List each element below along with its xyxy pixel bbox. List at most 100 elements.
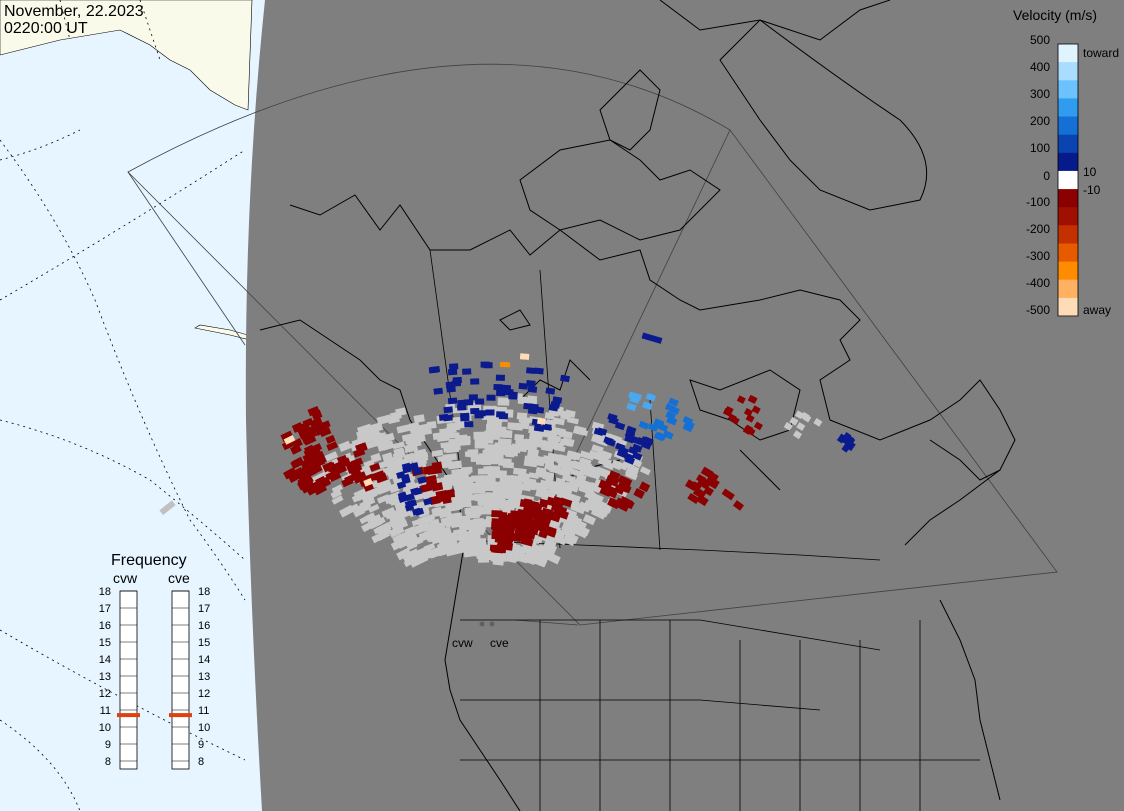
scatter-cell — [316, 478, 329, 489]
scatter-cell — [402, 551, 418, 564]
scatter-cell — [426, 420, 437, 430]
scatter-cell — [412, 467, 422, 476]
scatter-cell — [570, 451, 582, 461]
colorbar-segment — [1058, 279, 1078, 299]
scatter-cell — [411, 429, 425, 438]
scatter-cell — [447, 397, 458, 405]
frequency-scale-right: 17 — [198, 603, 210, 615]
scatter-cell — [460, 414, 470, 422]
scatter-cell — [351, 492, 366, 503]
velocity-tick-label: 400 — [1030, 60, 1050, 74]
scatter-cell — [404, 525, 418, 537]
scatter-cell — [283, 467, 298, 480]
scatter-cell — [751, 405, 761, 415]
scatter-cell — [639, 466, 651, 476]
scatter-cell — [504, 448, 519, 457]
scatter-cell — [476, 410, 486, 417]
scatter-cell — [507, 422, 521, 431]
map-background — [245, 0, 1124, 811]
scatter-cell — [364, 512, 377, 523]
velocity-tick-label: 500 — [1030, 33, 1050, 47]
scatter-cell — [301, 461, 314, 473]
frequency-scale-right: 10 — [198, 722, 210, 734]
scatter-cell — [624, 430, 636, 440]
frequency-marker-cvw — [117, 713, 140, 718]
scatter-cell — [396, 547, 412, 561]
colorbar-segment — [1058, 297, 1078, 317]
scatter-cell — [396, 470, 406, 480]
scatter-cell — [413, 448, 427, 458]
scatter-cell — [403, 556, 419, 568]
scatter-cell — [502, 461, 515, 469]
scatter-cell — [447, 368, 458, 376]
scatter-cell — [550, 426, 566, 437]
scatter-cell — [571, 522, 587, 534]
scatter-cell — [653, 418, 665, 428]
scatter-cell — [470, 378, 480, 385]
scatter-cell — [617, 481, 631, 493]
scatter-cell — [536, 518, 547, 528]
scatter-cell — [605, 474, 620, 487]
scatter-cell — [607, 497, 621, 510]
scatter-cell — [431, 449, 444, 457]
scatter-cell — [397, 491, 408, 500]
scatter-cell — [488, 419, 502, 427]
scatter-cell — [368, 514, 383, 526]
scatter-cell — [394, 531, 410, 545]
scatter-cell — [578, 501, 592, 513]
scatter-cell — [745, 413, 755, 423]
scatter-cell — [300, 481, 315, 494]
scatter-cell — [556, 488, 571, 500]
scatter-cell — [359, 425, 374, 437]
scatter-cell — [330, 465, 342, 476]
scatter-cell — [732, 500, 744, 511]
scatter-cell — [447, 432, 460, 439]
away-label: away — [1083, 303, 1111, 317]
frequency-box-cvw — [119, 590, 138, 770]
alaska-land-outside — [0, 0, 253, 111]
scatter-cell — [303, 447, 315, 458]
frequency-scale-left: 13 — [99, 671, 111, 683]
scatter-cell — [339, 457, 351, 468]
scatter-cell — [449, 512, 463, 522]
colorbar-segment — [1058, 98, 1078, 117]
scatter-cell — [297, 470, 311, 483]
radar-site-cve — [489, 621, 495, 627]
scatter-cell — [617, 501, 630, 512]
scatter-cell — [534, 367, 544, 375]
frequency-box-cve — [171, 590, 190, 770]
scatter-cell — [668, 397, 679, 407]
scatter-cell — [458, 544, 471, 552]
scatter-cell — [314, 450, 325, 461]
scatter-cell — [558, 480, 570, 490]
scatter-cell — [597, 501, 612, 514]
scatter-cell — [403, 443, 419, 454]
scatter-cell — [748, 395, 758, 404]
scatter-cell — [596, 427, 608, 436]
scatter-cell — [607, 433, 620, 443]
scatter-cell — [469, 532, 480, 541]
freq-station-cve: cve — [168, 570, 190, 586]
scatter-cell — [459, 515, 471, 523]
scatter-cell — [443, 414, 453, 422]
scatter-cell — [538, 530, 548, 539]
scatter-cell — [800, 411, 810, 421]
frequency-title: Frequency — [111, 552, 187, 569]
scatter-cell — [561, 521, 575, 534]
scatter-cell — [401, 462, 412, 471]
scatter-cell — [515, 532, 526, 543]
date-label: November, 22.2023 — [4, 3, 144, 20]
scatter-cell — [456, 497, 470, 504]
scatter-cell — [482, 475, 496, 482]
time-label: 0220:00 UT — [4, 20, 88, 37]
scatter-cell — [450, 519, 462, 529]
frequency-scale-left: 14 — [99, 654, 111, 666]
scatter-cell — [396, 480, 407, 490]
scatter-cell — [550, 401, 561, 409]
scatter-cell — [539, 479, 554, 491]
frequency-scale-left: 15 — [99, 637, 111, 649]
scatter-cell — [471, 524, 486, 534]
velocity-tick-label: -100 — [1026, 195, 1050, 209]
scatter-cell — [546, 552, 561, 565]
